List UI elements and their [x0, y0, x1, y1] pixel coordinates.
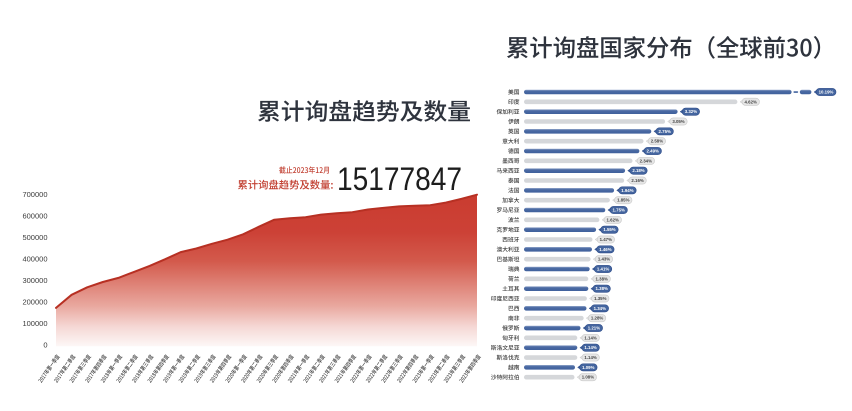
svg-text:0: 0: [43, 340, 47, 349]
svg-text:1.14%: 1.14%: [584, 345, 596, 350]
svg-text:1.14%: 1.14%: [584, 335, 596, 340]
svg-text:1.34%: 1.34%: [594, 306, 606, 311]
svg-text:1.62%: 1.62%: [607, 217, 619, 222]
svg-text:1.38%: 1.38%: [596, 286, 608, 291]
svg-text:3.32%: 3.32%: [685, 109, 697, 114]
svg-text:1.94%: 1.94%: [621, 188, 633, 193]
svg-text:2.75%: 2.75%: [659, 129, 671, 134]
svg-text:2.58%: 2.58%: [651, 139, 663, 144]
svg-text:100000: 100000: [22, 319, 47, 328]
svg-text:10.19%: 10.19%: [819, 90, 834, 95]
svg-text:700000: 700000: [22, 190, 47, 199]
svg-text:1.85%: 1.85%: [617, 198, 629, 203]
svg-text:1.21%: 1.21%: [588, 326, 600, 331]
svg-text:1.47%: 1.47%: [600, 237, 612, 242]
svg-text:3.05%: 3.05%: [672, 119, 684, 124]
svg-text:1.35%: 1.35%: [594, 296, 606, 301]
svg-text:400000: 400000: [22, 255, 47, 264]
svg-text:1.43%: 1.43%: [598, 257, 610, 262]
svg-text:2.34%: 2.34%: [640, 158, 652, 163]
svg-text:1.41%: 1.41%: [597, 267, 609, 272]
svg-text:2.18%: 2.18%: [632, 168, 644, 173]
svg-text:500000: 500000: [22, 233, 47, 242]
svg-text:600000: 600000: [22, 212, 47, 221]
svg-text:15177847: 15177847: [337, 161, 462, 197]
svg-text:1.09%: 1.09%: [582, 365, 594, 370]
svg-text:2.16%: 2.16%: [631, 178, 643, 183]
svg-text:1.46%: 1.46%: [599, 247, 611, 252]
svg-text:1.38%: 1.38%: [596, 276, 608, 281]
svg-text:1.55%: 1.55%: [603, 227, 615, 232]
svg-text:1.14%: 1.14%: [584, 355, 596, 360]
svg-text:1.28%: 1.28%: [591, 316, 603, 321]
svg-text:4.62%: 4.62%: [745, 99, 757, 104]
svg-text:1.08%: 1.08%: [582, 375, 594, 380]
svg-text:2.49%: 2.49%: [647, 149, 659, 154]
svg-text:1.75%: 1.75%: [613, 208, 625, 213]
svg-text:200000: 200000: [22, 298, 47, 307]
svg-text:300000: 300000: [22, 276, 47, 285]
